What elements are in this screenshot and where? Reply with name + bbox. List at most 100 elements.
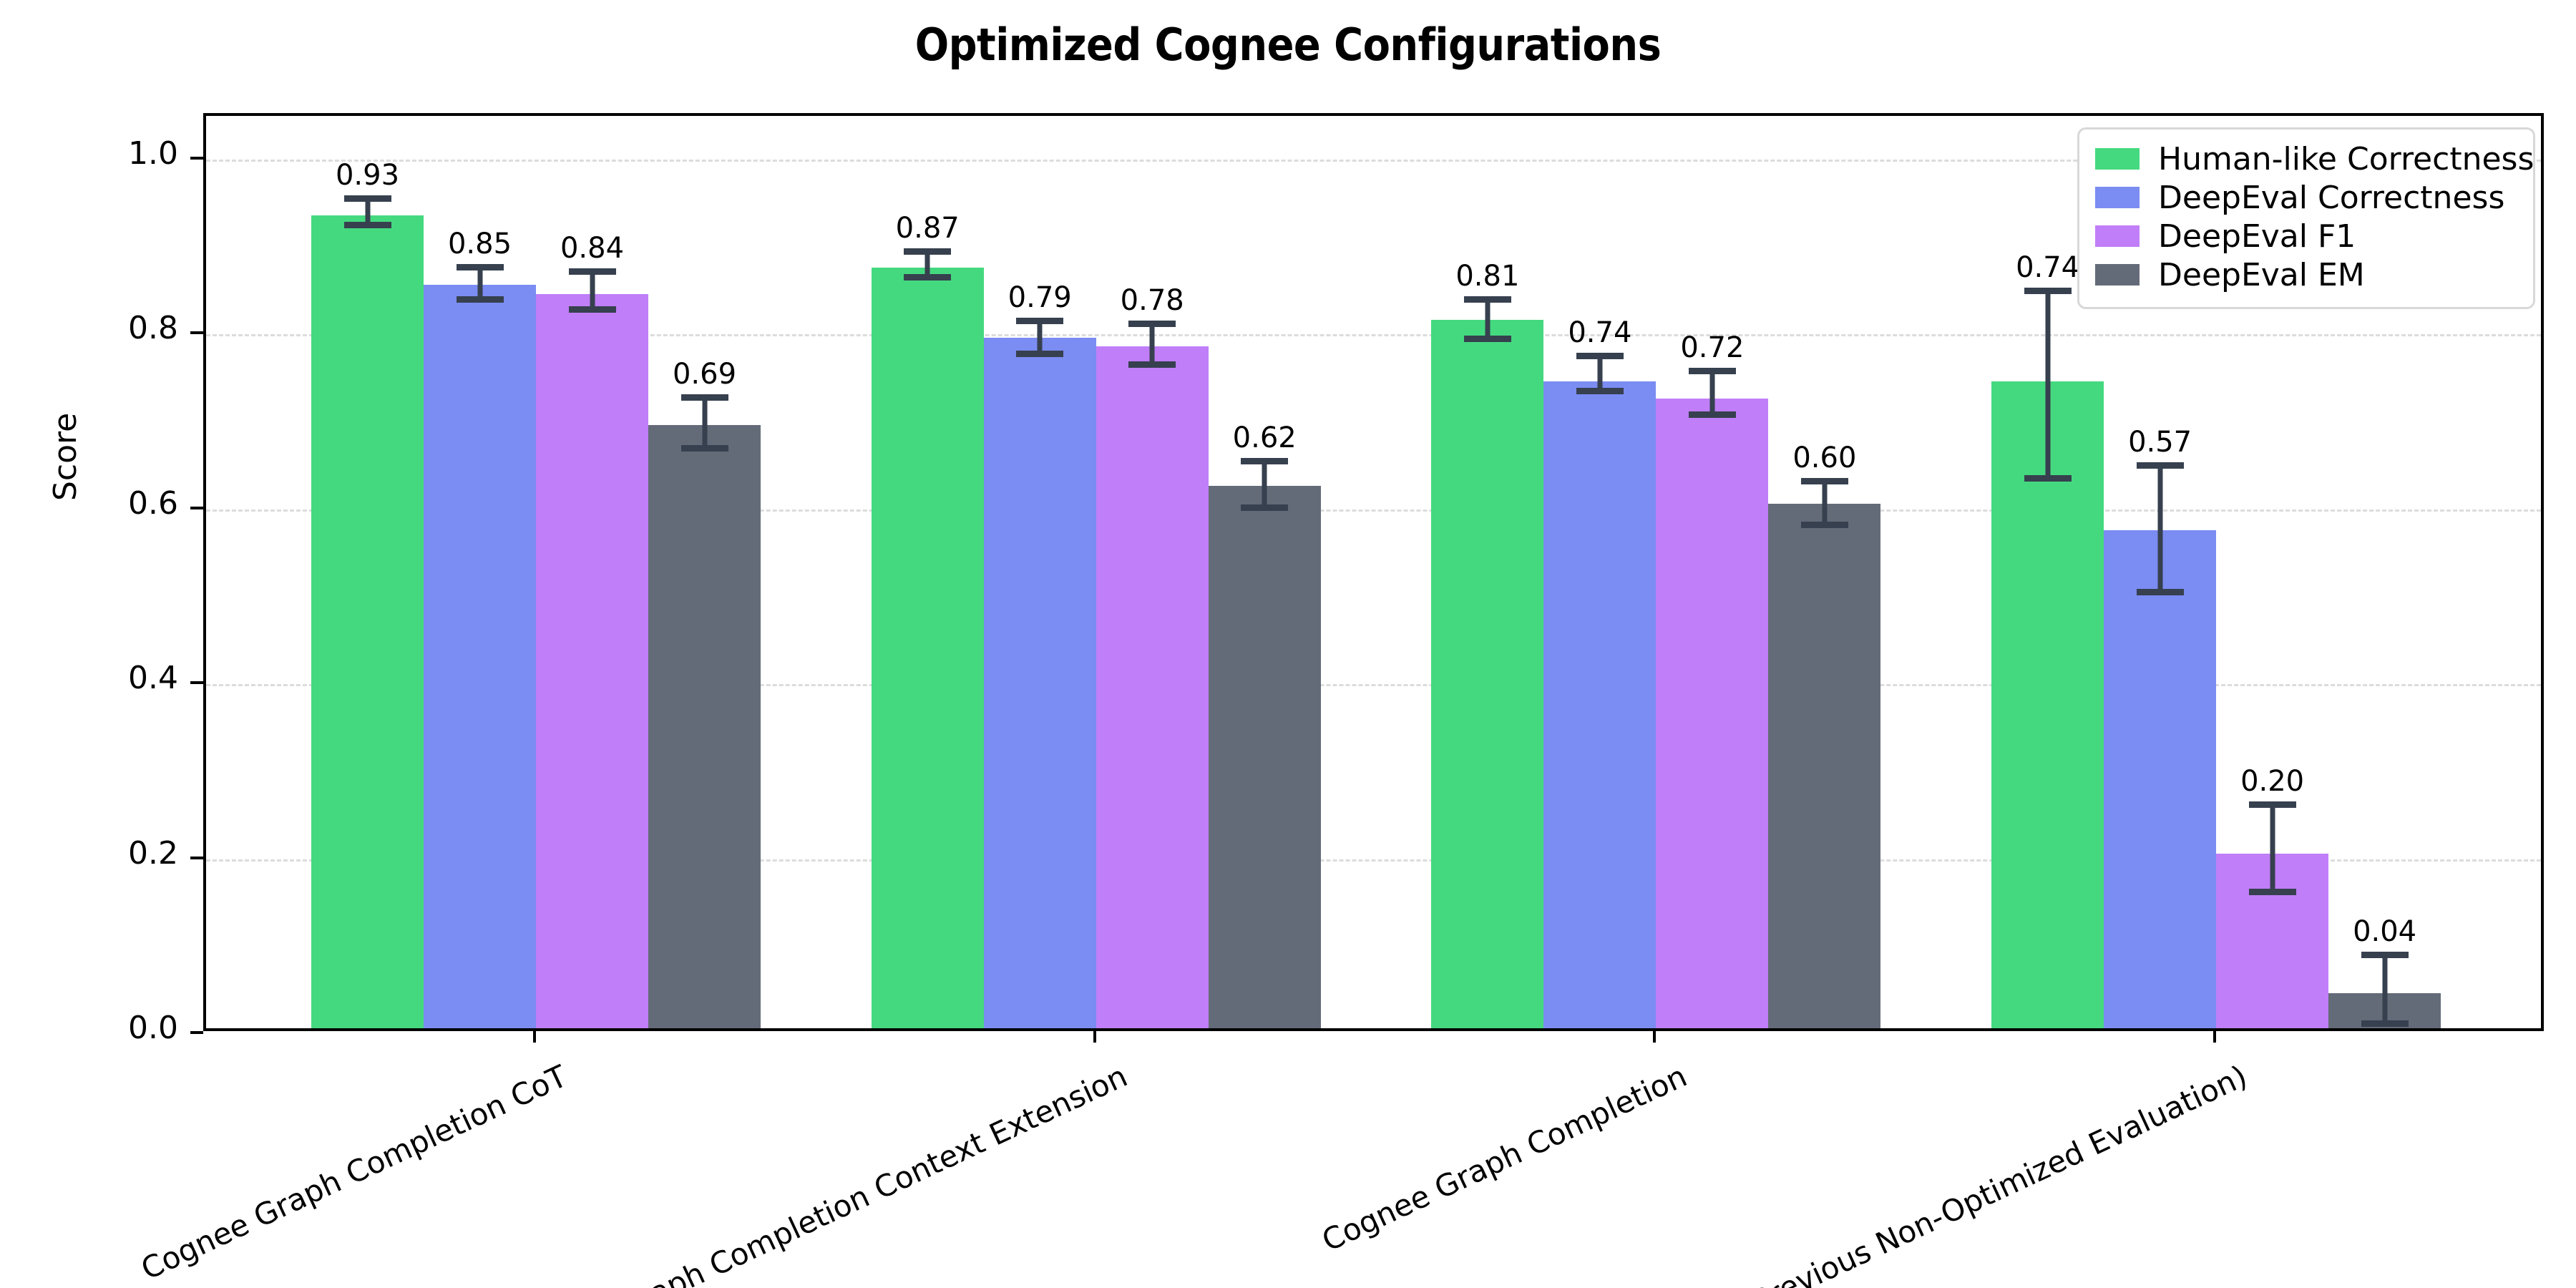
x-axis-tick-mark xyxy=(533,1031,536,1043)
y-axis-tick-mark xyxy=(190,1031,203,1034)
x-axis-tick-label: Cognee (Previous Non-Optimized Evaluatio… xyxy=(1623,1058,2253,1288)
error-bar-cap-lower xyxy=(1128,361,1176,369)
bar[interactable] xyxy=(311,215,424,1028)
bar[interactable] xyxy=(871,267,984,1028)
gridline xyxy=(206,859,2541,862)
error-bar-cap-upper xyxy=(2361,952,2409,959)
legend-item-label: DeepEval EM xyxy=(2158,256,2365,293)
error-bar-cap-lower xyxy=(456,296,504,303)
error-bar-cap-upper xyxy=(680,394,728,401)
error-bar-line xyxy=(2045,293,2051,482)
bar-value-label: 0.72 xyxy=(1680,331,1745,365)
bar[interactable] xyxy=(1543,381,1657,1028)
y-axis-tick-mark xyxy=(190,331,203,335)
error-bar-cap-lower xyxy=(2024,475,2072,482)
y-axis-tick-label: 0.6 xyxy=(128,484,178,522)
y-axis-tick-mark xyxy=(190,506,203,509)
page-title: Optimized Cognee Configurations xyxy=(914,19,1662,71)
y-axis-tick-mark xyxy=(190,157,203,160)
bar-value-label: 0.04 xyxy=(2353,915,2417,949)
legend-item-label: DeepEval Correctness xyxy=(2158,179,2505,216)
x-axis-tick-label: Cognee Graph Completion Context Extensio… xyxy=(499,1058,1133,1288)
error-bar-cap-upper xyxy=(343,195,391,203)
error-bar-line xyxy=(1597,359,1603,395)
legend-item-0[interactable]: Human-like Correctness xyxy=(2095,140,2534,178)
error-bar-cap-upper xyxy=(2136,462,2184,469)
bar[interactable] xyxy=(983,337,1096,1028)
legend-item-label: Human-like Correctness xyxy=(2158,140,2534,177)
error-bar-cap-upper xyxy=(456,263,504,270)
error-bar-line xyxy=(2157,469,2163,596)
x-axis-tick-label: Cognee Graph Completion xyxy=(1317,1058,1693,1259)
error-bar-cap-lower xyxy=(1688,411,1736,419)
bar-value-label: 0.62 xyxy=(1232,421,1297,454)
plot-inner: 0.93 0.85 0.84 0.69 0.87 0.79 0.78 0.62 0.81 0.74… xyxy=(206,116,2541,1028)
error-bar-cap-lower xyxy=(904,274,952,281)
legend-item-3[interactable]: DeepEval EM xyxy=(2095,255,2517,294)
error-bar-cap-lower xyxy=(2361,1020,2409,1027)
error-bar-cap-lower xyxy=(568,306,616,313)
x-axis-tick-label: Cognee Graph Completion CoT xyxy=(135,1058,572,1287)
legend-swatch-icon xyxy=(2095,264,2140,286)
x-axis-tick-mark xyxy=(2213,1031,2217,1043)
error-bar-line xyxy=(1485,302,1491,342)
error-bar-line xyxy=(477,270,482,303)
error-bar-cap-upper xyxy=(1241,457,1289,464)
legend-item-2[interactable]: DeepEval F1 xyxy=(2095,217,2517,255)
legend[interactable]: Human-like Correctness DeepEval Correctne… xyxy=(2077,127,2535,309)
bar[interactable] xyxy=(424,285,536,1028)
bar-value-label: 0.74 xyxy=(2016,250,2080,284)
error-bar-line xyxy=(1822,484,1828,529)
error-bar-cap-upper xyxy=(904,248,952,255)
error-bar-line xyxy=(1037,324,1043,357)
error-bar-line xyxy=(2382,958,2388,1027)
plot-area: 0.93 0.85 0.84 0.69 0.87 0.79 0.78 0.62 0.81 0.74… xyxy=(203,113,2544,1031)
error-bar-cap-upper xyxy=(2248,801,2296,809)
bar-value-label: 0.20 xyxy=(2240,765,2305,799)
error-bar-cap-upper xyxy=(1016,318,1064,325)
y-axis-tick-label: 0.4 xyxy=(128,660,178,697)
bar[interactable] xyxy=(536,293,648,1028)
gridline xyxy=(206,509,2541,512)
error-bar-cap-upper xyxy=(1463,296,1511,303)
bar[interactable] xyxy=(1096,346,1209,1028)
error-bar-line xyxy=(702,400,707,452)
error-bar-cap-lower xyxy=(1241,504,1289,511)
y-axis-tick-label: 1.0 xyxy=(128,135,178,172)
bar-value-label: 0.79 xyxy=(1008,281,1072,315)
bar[interactable] xyxy=(1768,503,1881,1028)
bar[interactable] xyxy=(1991,381,2104,1028)
error-bar-cap-upper xyxy=(1688,368,1736,375)
bar-value-label: 0.84 xyxy=(560,231,625,265)
bar[interactable] xyxy=(1656,399,1769,1028)
gridline xyxy=(206,160,2541,162)
y-axis-tick-mark xyxy=(190,856,203,859)
legend-item-label: DeepEval F1 xyxy=(2158,218,2356,255)
x-axis-tick-mark xyxy=(1653,1031,1657,1043)
error-bar-cap-upper xyxy=(1128,321,1176,328)
bar-value-label: 0.87 xyxy=(895,211,960,245)
bar[interactable] xyxy=(2104,530,2217,1028)
bar-value-label: 0.93 xyxy=(335,159,400,192)
error-bar-line xyxy=(2270,808,2275,896)
y-axis-tick-label: 0.2 xyxy=(128,834,178,872)
error-bar-cap-lower xyxy=(1016,350,1064,357)
y-axis-tick-label: 0.0 xyxy=(128,1010,178,1046)
bar[interactable] xyxy=(1208,486,1321,1028)
legend-swatch-icon xyxy=(2095,187,2140,208)
error-bar-cap-lower xyxy=(2248,889,2296,896)
error-bar-line xyxy=(924,254,930,281)
bar-value-label: 0.74 xyxy=(1568,316,1632,350)
bar[interactable] xyxy=(1431,320,1544,1028)
error-bar-line xyxy=(1709,374,1715,419)
y-axis-tick-mark xyxy=(190,681,203,685)
error-bar-cap-upper xyxy=(1800,477,1848,484)
error-bar-cap-upper xyxy=(568,268,616,275)
error-bar-line xyxy=(1149,327,1155,369)
y-axis-tick-label: 0.8 xyxy=(128,310,178,347)
error-bar-cap-lower xyxy=(1463,335,1511,342)
error-bar-cap-lower xyxy=(343,221,391,228)
bar[interactable] xyxy=(648,424,761,1028)
legend-swatch-icon xyxy=(2095,148,2140,170)
legend-item-1[interactable]: DeepEval Correctness xyxy=(2095,178,2517,217)
